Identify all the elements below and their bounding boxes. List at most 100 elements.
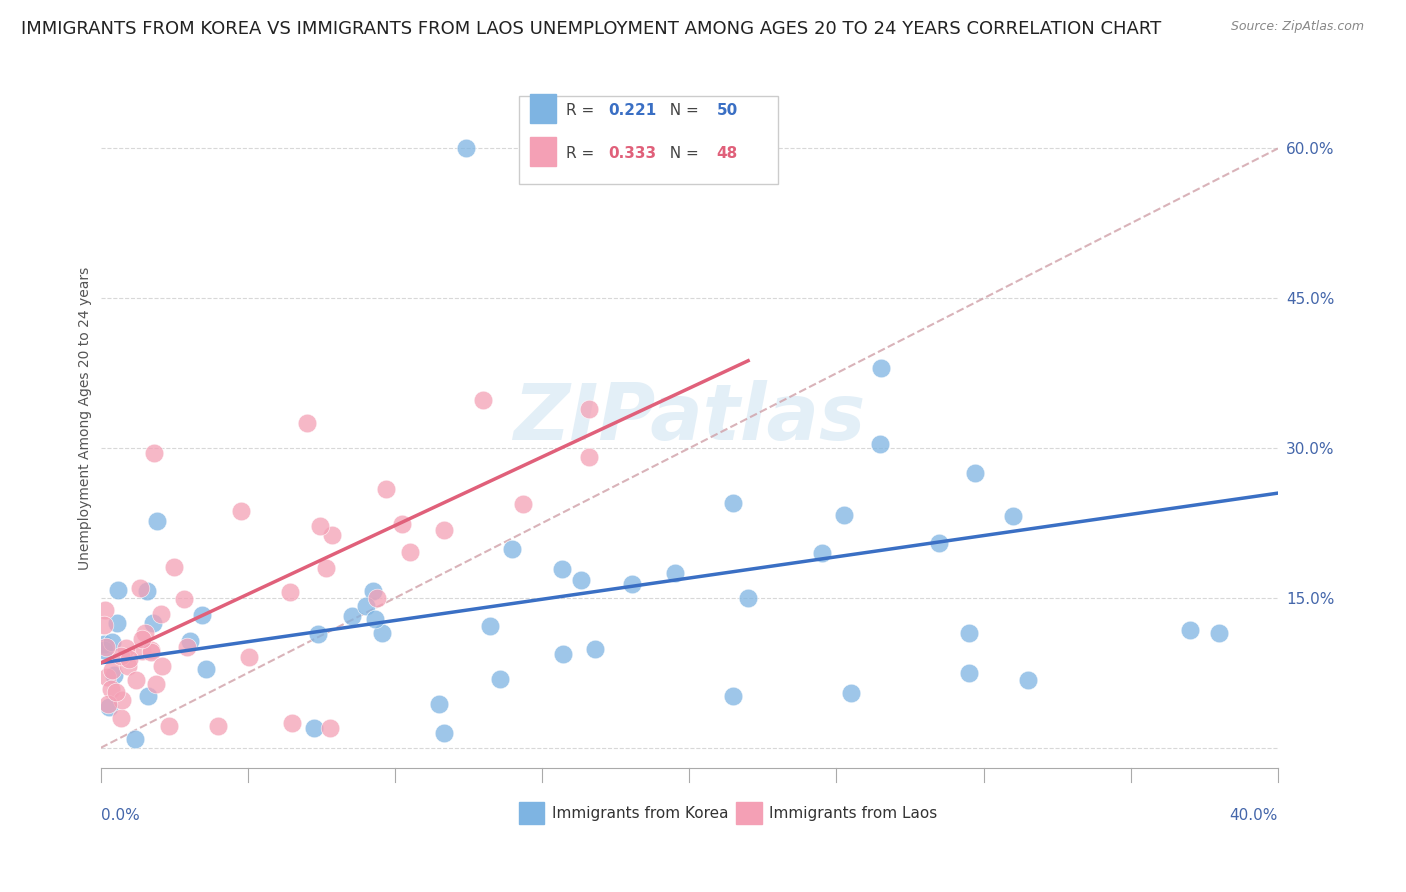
FancyBboxPatch shape	[737, 802, 762, 824]
Point	[551, 647, 574, 661]
Point	[398, 545, 420, 559]
Point	[832, 508, 855, 523]
Point	[163, 560, 186, 574]
Point	[342, 609, 364, 624]
Point	[128, 581, 150, 595]
Point	[94, 640, 117, 654]
Point	[957, 665, 980, 680]
Point	[150, 607, 173, 622]
Point	[810, 546, 832, 560]
Point	[100, 681, 122, 696]
Point	[315, 561, 337, 575]
Point	[569, 573, 592, 587]
Point	[928, 536, 950, 550]
Text: 0.221: 0.221	[607, 103, 657, 118]
Point	[101, 635, 124, 649]
Y-axis label: Unemployment Among Ages 20 to 24 years: Unemployment Among Ages 20 to 24 years	[79, 267, 93, 570]
Point	[98, 700, 121, 714]
Point	[110, 711, 132, 725]
Point	[157, 719, 180, 733]
Point	[295, 416, 318, 430]
Point	[150, 658, 173, 673]
Point	[309, 518, 332, 533]
Text: R =: R =	[565, 146, 599, 161]
Point	[433, 726, 456, 740]
Point	[229, 503, 252, 517]
Point	[96, 670, 118, 684]
Point	[117, 659, 139, 673]
Point	[321, 528, 343, 542]
Point	[454, 141, 477, 155]
Point	[957, 626, 980, 640]
FancyBboxPatch shape	[519, 802, 544, 824]
Point	[93, 637, 115, 651]
Point	[472, 393, 495, 408]
Point	[371, 625, 394, 640]
Point	[578, 450, 600, 465]
Point	[93, 643, 115, 657]
Point	[142, 446, 165, 460]
Text: Source: ZipAtlas.com: Source: ZipAtlas.com	[1230, 20, 1364, 33]
Point	[136, 690, 159, 704]
Point	[131, 643, 153, 657]
Point	[142, 616, 165, 631]
Point	[176, 640, 198, 654]
Point	[278, 584, 301, 599]
Point	[356, 599, 378, 613]
Point	[107, 582, 129, 597]
Text: 50: 50	[716, 103, 738, 118]
FancyBboxPatch shape	[530, 137, 557, 167]
Point	[141, 642, 163, 657]
Text: ZIPatlas: ZIPatlas	[513, 380, 865, 456]
Point	[194, 662, 217, 676]
Point	[125, 673, 148, 688]
Point	[134, 626, 156, 640]
Point	[139, 645, 162, 659]
Point	[190, 608, 212, 623]
Point	[307, 626, 329, 640]
Point	[1208, 626, 1230, 640]
Text: N =: N =	[659, 103, 703, 118]
Point	[207, 719, 229, 733]
Point	[238, 649, 260, 664]
Point	[391, 516, 413, 531]
Point	[135, 584, 157, 599]
Point	[281, 715, 304, 730]
Point	[101, 663, 124, 677]
Point	[173, 591, 195, 606]
Point	[583, 641, 606, 656]
Point	[1178, 623, 1201, 637]
Point	[145, 677, 167, 691]
Text: 48: 48	[716, 146, 738, 161]
Point	[551, 562, 574, 576]
Point	[478, 619, 501, 633]
Point	[839, 686, 862, 700]
Point	[512, 497, 534, 511]
FancyBboxPatch shape	[519, 96, 778, 184]
Point	[361, 583, 384, 598]
Text: N =: N =	[659, 146, 703, 161]
Point	[93, 617, 115, 632]
Point	[501, 542, 523, 557]
Text: Immigrants from Korea: Immigrants from Korea	[551, 805, 728, 821]
Text: 40.0%: 40.0%	[1230, 808, 1278, 822]
Point	[963, 466, 986, 480]
Point	[179, 633, 201, 648]
Point	[302, 721, 325, 735]
Point	[620, 576, 643, 591]
Text: IMMIGRANTS FROM KOREA VS IMMIGRANTS FROM LAOS UNEMPLOYMENT AMONG AGES 20 TO 24 Y: IMMIGRANTS FROM KOREA VS IMMIGRANTS FROM…	[21, 20, 1161, 37]
Point	[110, 693, 132, 707]
Point	[97, 697, 120, 711]
Point	[94, 603, 117, 617]
Point	[869, 437, 891, 451]
Point	[1017, 673, 1039, 687]
Point	[118, 652, 141, 666]
Point	[105, 685, 128, 699]
Point	[869, 361, 891, 376]
Point	[114, 640, 136, 655]
Point	[146, 514, 169, 528]
Point	[737, 591, 759, 605]
Text: Immigrants from Laos: Immigrants from Laos	[769, 805, 938, 821]
Point	[723, 689, 745, 703]
FancyBboxPatch shape	[530, 94, 557, 123]
